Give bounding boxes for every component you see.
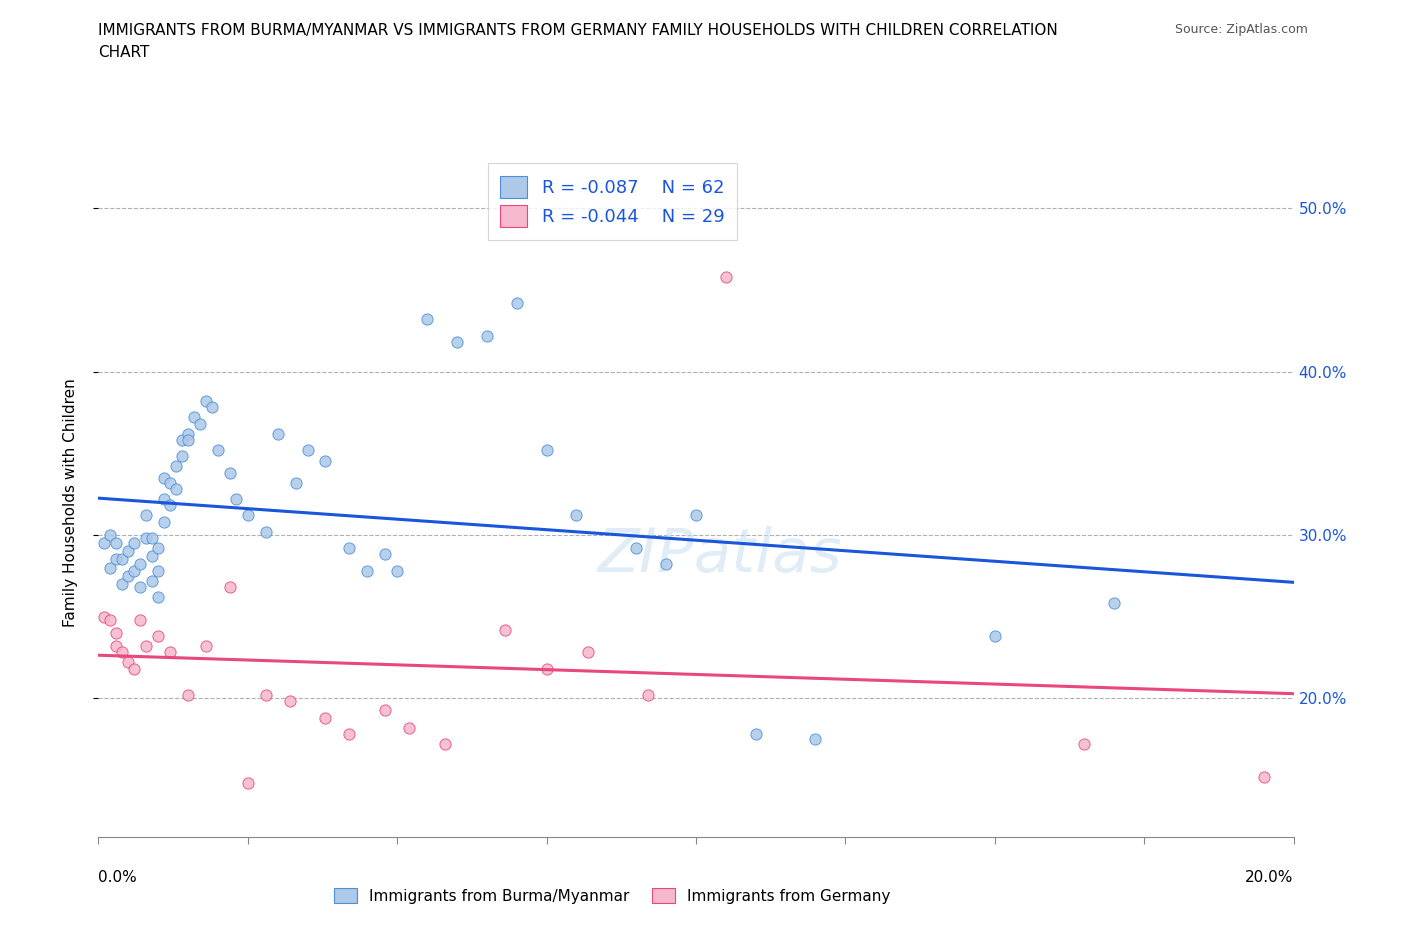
Point (284, 475, 307, 490)
Point (165, 458, 187, 473)
Point (254, 687, 277, 702)
Point (93, 609, 115, 624)
Point (153, 491, 176, 506)
Point (219, 579, 242, 594)
Point (475, 328, 498, 343)
Point (637, 687, 659, 702)
Point (111, 551, 134, 566)
Point (356, 564, 378, 578)
Point (315, 711, 337, 725)
Point (135, 508, 157, 523)
Point (236, 508, 259, 523)
Point (685, 508, 707, 523)
Point (416, 312, 439, 326)
Point (153, 514, 176, 529)
Point (177, 687, 200, 702)
Point (183, 410, 205, 425)
Point (374, 547, 396, 562)
Point (714, 270, 737, 285)
Point (93, 536, 115, 551)
Point (745, 726, 768, 741)
Point (129, 557, 152, 572)
Point (339, 540, 360, 555)
Point (105, 536, 128, 551)
Point (297, 443, 319, 458)
Point (188, 417, 211, 432)
Point (153, 471, 176, 485)
Legend: Immigrants from Burma/Myanmar, Immigrants from Germany: Immigrants from Burma/Myanmar, Immigrant… (328, 882, 897, 910)
Y-axis label: Family Households with Children: Family Households with Children (63, 378, 77, 627)
Text: 0.0%: 0.0% (98, 870, 138, 884)
Text: CHART: CHART (98, 45, 150, 60)
Point (105, 625, 128, 640)
Point (135, 531, 157, 546)
Point (148, 564, 170, 578)
Text: 20.0%: 20.0% (1246, 870, 1294, 884)
Point (385, 564, 409, 578)
Point (111, 645, 134, 660)
Point (141, 549, 163, 564)
Point (195, 393, 218, 408)
Point (129, 579, 152, 594)
Point (105, 551, 128, 566)
Point (117, 544, 139, 559)
Point (494, 622, 516, 637)
Point (148, 590, 170, 604)
Point (159, 645, 181, 660)
Point (374, 702, 396, 717)
Point (339, 726, 360, 741)
Point (177, 426, 200, 441)
Point (536, 443, 558, 458)
Point (111, 577, 134, 591)
Text: ZIPatlas: ZIPatlas (598, 526, 842, 585)
Point (984, 629, 1007, 644)
Point (655, 557, 678, 572)
Point (105, 639, 128, 654)
Text: Source: ZipAtlas.com: Source: ZipAtlas.com (1174, 23, 1308, 36)
Point (100, 560, 122, 575)
Point (578, 645, 600, 660)
Point (626, 540, 648, 555)
Point (398, 720, 420, 735)
Point (236, 776, 259, 790)
Point (159, 475, 181, 490)
Point (565, 508, 588, 523)
Point (148, 629, 170, 644)
Point (100, 527, 122, 542)
Point (1104, 596, 1126, 611)
Point (172, 432, 194, 447)
Point (434, 737, 457, 751)
Point (117, 568, 139, 583)
Point (195, 639, 218, 654)
Point (159, 498, 181, 513)
Point (201, 400, 224, 415)
Point (219, 465, 242, 480)
Point (141, 531, 163, 546)
Point (278, 694, 301, 709)
Point (254, 525, 277, 539)
Point (129, 612, 152, 627)
Point (135, 639, 157, 654)
Point (148, 540, 170, 555)
Point (165, 482, 187, 497)
Point (117, 655, 139, 670)
Point (141, 573, 163, 588)
Text: IMMIGRANTS FROM BURMA/MYANMAR VS IMMIGRANTS FROM GERMANY FAMILY HOUSEHOLDS WITH : IMMIGRANTS FROM BURMA/MYANMAR VS IMMIGRA… (98, 23, 1059, 38)
Point (267, 426, 290, 441)
Point (536, 661, 558, 676)
Point (1253, 769, 1275, 784)
Point (315, 454, 337, 469)
Point (225, 491, 247, 506)
Point (124, 536, 146, 551)
Point (124, 661, 146, 676)
Point (804, 732, 827, 747)
Point (207, 443, 229, 458)
Point (1073, 737, 1095, 751)
Point (124, 564, 146, 578)
Point (172, 449, 194, 464)
Point (506, 296, 529, 311)
Point (177, 432, 200, 447)
Point (100, 612, 122, 627)
Point (446, 335, 468, 350)
